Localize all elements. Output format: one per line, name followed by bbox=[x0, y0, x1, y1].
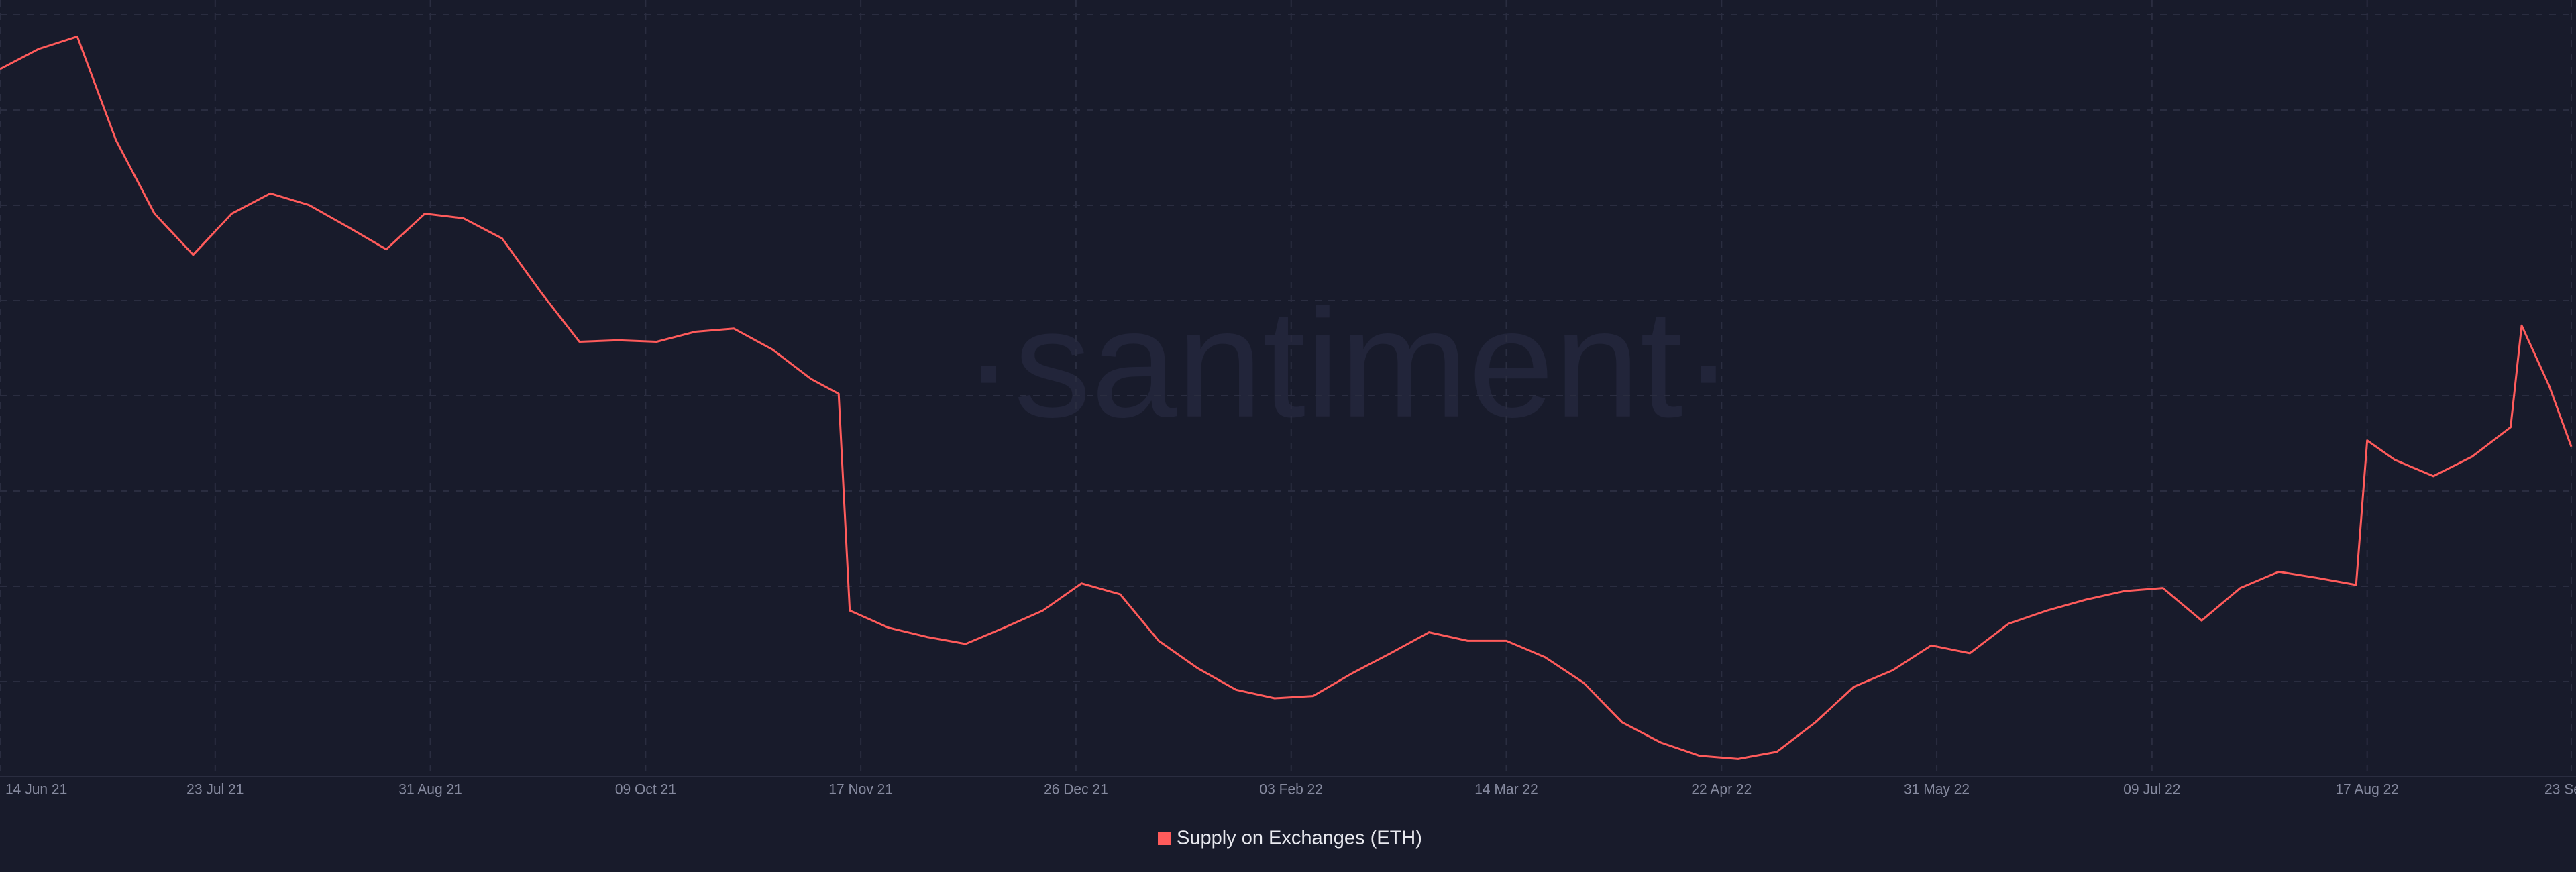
x-tick-label: 14 Jun 21 bbox=[5, 782, 67, 798]
x-tick-label: 22 Apr 22 bbox=[1691, 782, 1752, 798]
x-tick-label: 31 May 22 bbox=[1904, 782, 1970, 798]
x-tick-label: 09 Jul 22 bbox=[2123, 782, 2180, 798]
x-tick-label: 26 Dec 21 bbox=[1044, 782, 1108, 798]
legend-label: Supply on Exchanges (ETH) bbox=[1177, 828, 1422, 849]
x-tick-label: 09 Oct 21 bbox=[615, 782, 676, 798]
data-line bbox=[0, 35, 2573, 760]
x-tick-label: 03 Feb 22 bbox=[1259, 782, 1323, 798]
x-tick-label: 17 Nov 21 bbox=[828, 782, 893, 798]
x-tick-label: 14 Mar 22 bbox=[1474, 782, 1538, 798]
x-tick-label: 17 Aug 22 bbox=[2335, 782, 2399, 798]
watermark: ·santiment· bbox=[963, 277, 1734, 449]
x-tick-label: 23 Sep bbox=[2544, 782, 2576, 798]
legend-swatch bbox=[1158, 832, 1171, 845]
x-tick-label: 31 Aug 21 bbox=[398, 782, 462, 798]
x-tick-label: 23 Jul 21 bbox=[186, 782, 244, 798]
